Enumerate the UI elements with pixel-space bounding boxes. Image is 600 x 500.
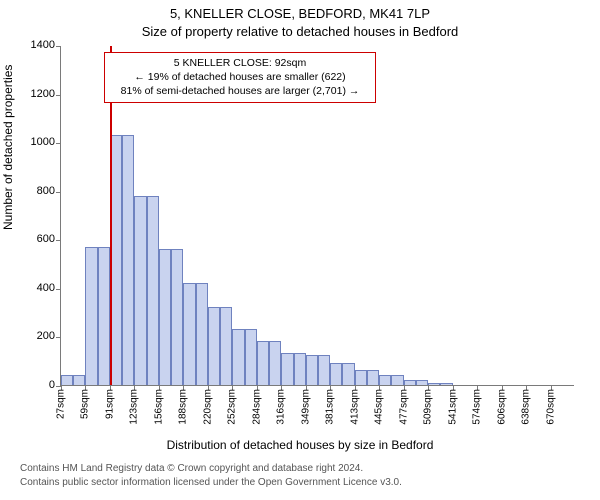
- x-tick-label: 123sqm: [129, 385, 140, 425]
- histogram-bar: [355, 370, 367, 385]
- credits: Contains HM Land Registry data © Crown c…: [20, 462, 402, 489]
- histogram-bar: [232, 329, 244, 385]
- chart-title-line1: 5, KNELLER CLOSE, BEDFORD, MK41 7LP: [0, 6, 600, 21]
- annotation-line2: ← 19% of detached houses are smaller (62…: [111, 70, 369, 84]
- x-tick-label: 284sqm: [251, 385, 262, 425]
- x-axis-label: Distribution of detached houses by size …: [0, 438, 600, 452]
- x-tick-label: 91sqm: [104, 385, 115, 419]
- y-tick-mark: [56, 289, 61, 290]
- x-tick-label: 541sqm: [447, 385, 458, 425]
- histogram-bar: [171, 249, 183, 385]
- histogram-bar: [330, 363, 342, 385]
- histogram-bar: [281, 353, 293, 385]
- histogram-bar: [134, 196, 146, 385]
- y-tick-mark: [56, 192, 61, 193]
- y-tick-mark: [56, 240, 61, 241]
- histogram-bar: [367, 370, 379, 385]
- histogram-bar: [73, 375, 85, 385]
- histogram-bar: [391, 375, 403, 385]
- x-tick-label: 59sqm: [80, 385, 91, 419]
- x-tick-label: 638sqm: [521, 385, 532, 425]
- credits-line1: Contains HM Land Registry data © Crown c…: [20, 462, 402, 476]
- histogram-bar: [122, 135, 134, 385]
- credits-line2: Contains public sector information licen…: [20, 476, 402, 490]
- histogram-bar: [98, 247, 110, 385]
- chart-title-line2: Size of property relative to detached ho…: [0, 24, 600, 39]
- x-tick-label: 188sqm: [178, 385, 189, 425]
- y-tick-mark: [56, 46, 61, 47]
- x-tick-label: 413sqm: [349, 385, 360, 425]
- histogram-bar: [196, 283, 208, 385]
- histogram-bar: [208, 307, 220, 385]
- x-tick-label: 220sqm: [202, 385, 213, 425]
- x-tick-label: 349sqm: [300, 385, 311, 425]
- histogram-bar: [61, 375, 73, 385]
- page-root: 5, KNELLER CLOSE, BEDFORD, MK41 7LP Size…: [0, 0, 600, 500]
- annotation-line1: 5 KNELLER CLOSE: 92sqm: [111, 56, 369, 70]
- histogram-bar: [306, 355, 318, 385]
- histogram-bar: [269, 341, 281, 385]
- x-tick-label: 316sqm: [276, 385, 287, 425]
- histogram-bar: [183, 283, 195, 385]
- x-tick-label: 252sqm: [227, 385, 238, 425]
- histogram-bar: [147, 196, 159, 385]
- histogram-bar: [342, 363, 354, 385]
- histogram-bar: [379, 375, 391, 385]
- x-tick-label: 156sqm: [153, 385, 164, 425]
- histogram-bar: [85, 247, 97, 385]
- x-tick-label: 445sqm: [374, 385, 385, 425]
- x-tick-label: 606sqm: [496, 385, 507, 425]
- x-tick-label: 477sqm: [398, 385, 409, 425]
- histogram-bar: [245, 329, 257, 385]
- histogram-bar: [294, 353, 306, 385]
- x-tick-label: 381sqm: [325, 385, 336, 425]
- y-tick-mark: [56, 337, 61, 338]
- y-axis-label: Number of detached properties: [1, 65, 15, 230]
- annotation-line3: 81% of semi-detached houses are larger (…: [111, 84, 369, 98]
- y-tick-mark: [56, 143, 61, 144]
- marker-annotation: 5 KNELLER CLOSE: 92sqm ← 19% of detached…: [104, 52, 376, 103]
- x-tick-label: 27sqm: [56, 385, 67, 419]
- x-tick-label: 509sqm: [423, 385, 434, 425]
- histogram-bar: [318, 355, 330, 385]
- y-tick-label: 1400: [31, 39, 61, 51]
- x-tick-label: 574sqm: [472, 385, 483, 425]
- histogram-bar: [159, 249, 171, 385]
- y-tick-mark: [56, 95, 61, 96]
- histogram-bar: [220, 307, 232, 385]
- histogram-bar: [257, 341, 269, 385]
- x-tick-label: 670sqm: [545, 385, 556, 425]
